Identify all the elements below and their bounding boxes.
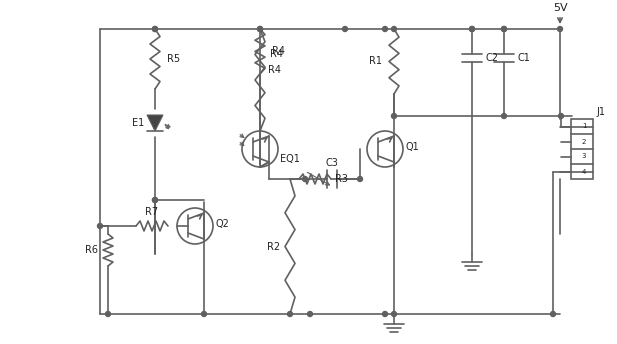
Circle shape <box>257 26 262 32</box>
Text: C3: C3 <box>326 158 339 168</box>
Text: E1: E1 <box>132 118 144 128</box>
Circle shape <box>502 26 507 32</box>
Circle shape <box>288 312 292 316</box>
Circle shape <box>392 26 397 32</box>
Circle shape <box>558 114 563 118</box>
Circle shape <box>550 312 555 316</box>
Text: R5: R5 <box>167 54 180 64</box>
Text: R1: R1 <box>369 56 382 66</box>
Circle shape <box>152 26 157 32</box>
Circle shape <box>152 26 157 32</box>
Circle shape <box>383 26 387 32</box>
Text: R3: R3 <box>335 174 348 184</box>
Text: C2: C2 <box>485 53 498 63</box>
Circle shape <box>152 197 157 203</box>
Text: R4: R4 <box>272 46 285 56</box>
Text: R6: R6 <box>85 245 98 255</box>
Text: J1: J1 <box>596 107 605 117</box>
Text: 2: 2 <box>582 139 586 144</box>
Text: R7: R7 <box>146 207 159 217</box>
Text: R2: R2 <box>267 241 280 251</box>
Circle shape <box>357 176 363 182</box>
Circle shape <box>558 26 563 32</box>
Circle shape <box>307 312 312 316</box>
Text: 3: 3 <box>582 153 586 160</box>
Text: EQ1: EQ1 <box>280 154 300 164</box>
Circle shape <box>257 26 262 32</box>
Circle shape <box>302 176 307 182</box>
Text: C1: C1 <box>517 53 530 63</box>
Circle shape <box>470 26 474 32</box>
Circle shape <box>502 26 507 32</box>
Circle shape <box>202 312 207 316</box>
Circle shape <box>502 114 507 118</box>
Text: R4: R4 <box>268 65 281 75</box>
Text: Q1: Q1 <box>405 142 419 152</box>
Circle shape <box>342 26 347 32</box>
Text: 5V: 5V <box>553 3 567 13</box>
Text: R4: R4 <box>270 49 283 59</box>
Circle shape <box>383 312 387 316</box>
Circle shape <box>392 114 397 118</box>
Text: Q2: Q2 <box>215 219 229 229</box>
Bar <box>571 119 593 179</box>
Circle shape <box>97 224 102 228</box>
Circle shape <box>106 312 110 316</box>
Circle shape <box>392 312 397 316</box>
Circle shape <box>152 197 157 203</box>
Polygon shape <box>147 115 163 131</box>
Circle shape <box>470 26 474 32</box>
Text: 4: 4 <box>582 169 586 174</box>
Text: 1: 1 <box>582 123 586 129</box>
